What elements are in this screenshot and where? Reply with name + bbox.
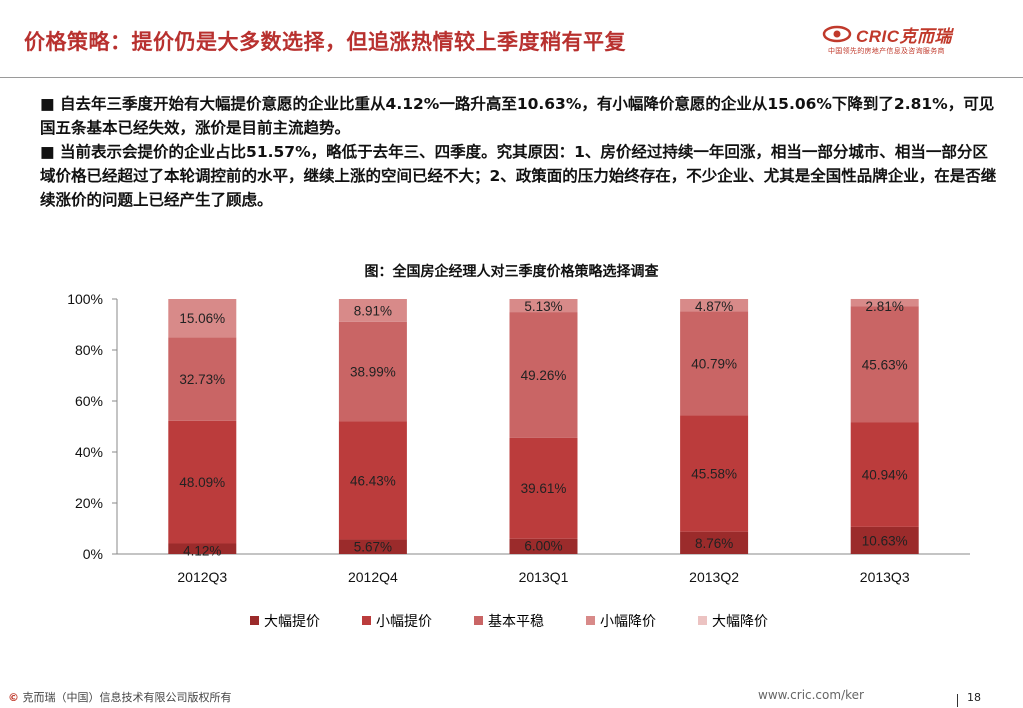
legend-item: 小幅降价 bbox=[586, 611, 656, 631]
bar-segment bbox=[509, 312, 578, 438]
bar-segment bbox=[338, 321, 407, 422]
data-label: 32.73% bbox=[179, 372, 225, 387]
data-label: 38.99% bbox=[350, 364, 396, 379]
logo-text: CRIC克而瑞 bbox=[856, 27, 953, 46]
bar-segment bbox=[680, 311, 749, 416]
stacked-bar-chart: 0% 20% 40% 60% 80% 100% 4.12% 48.09% 32.73% 15.06… bbox=[67, 291, 970, 585]
bar-segment bbox=[338, 421, 407, 540]
legend-label: 大幅降价 bbox=[712, 614, 768, 630]
chart-title: 图：全国房企经理人对三季度价格策略选择调查 bbox=[364, 264, 659, 280]
y-tick-label: 100% bbox=[67, 291, 103, 307]
legend-item: 大幅提价 bbox=[250, 611, 320, 631]
bar-segment bbox=[509, 299, 578, 313]
bar-segment bbox=[168, 543, 237, 554]
x-tick-label: 2013Q2 bbox=[689, 569, 739, 585]
data-label: 5.13% bbox=[524, 299, 562, 314]
data-label: 39.61% bbox=[521, 481, 567, 496]
page-number: 18 bbox=[967, 691, 981, 704]
legend-label: 基本平稳 bbox=[488, 614, 544, 630]
x-tick-label: 2012Q4 bbox=[348, 569, 398, 585]
data-label: 8.76% bbox=[695, 536, 733, 551]
legend-swatch bbox=[698, 616, 707, 625]
y-tick-label: 20% bbox=[75, 495, 103, 511]
x-tick-label: 2013Q1 bbox=[519, 569, 569, 585]
company-logo: CRIC克而瑞 中国领先的房地产信息及咨询服务商 bbox=[822, 22, 1002, 62]
bar-segment bbox=[509, 437, 578, 539]
legend-label: 小幅提价 bbox=[376, 614, 432, 630]
logo-subtitle: 中国领先的房地产信息及咨询服务商 bbox=[828, 47, 945, 55]
y-tick-label: 80% bbox=[75, 342, 103, 358]
legend-swatch bbox=[362, 616, 371, 625]
bar-segment bbox=[680, 531, 749, 554]
page-title: 价格策略：提价仍是大多数选择，但追涨热情较上季度稍有平复 bbox=[24, 30, 626, 54]
bar-segment bbox=[168, 299, 237, 338]
summary-paragraph-2: ■ 当前表示会提价的企业占比51.57%，略低于去年三、四季度。究其原因：1、房… bbox=[40, 143, 997, 209]
data-label: 46.43% bbox=[350, 473, 396, 488]
data-label: 40.79% bbox=[691, 356, 737, 371]
legend-item: 小幅提价 bbox=[362, 611, 432, 631]
data-label: 45.58% bbox=[691, 467, 737, 482]
footer-divider bbox=[957, 694, 958, 707]
copyright-text: 克而瑞（中国）信息技术有限公司版权所有 bbox=[19, 691, 232, 704]
y-tick-label: 60% bbox=[75, 393, 103, 409]
header-divider bbox=[0, 77, 1023, 78]
bar-segment bbox=[509, 538, 578, 554]
data-label: 2.81% bbox=[866, 299, 904, 314]
data-label: 8.91% bbox=[354, 303, 392, 318]
legend-swatch bbox=[586, 616, 595, 625]
x-tick-label: 2012Q3 bbox=[177, 569, 227, 585]
legend-label: 小幅降价 bbox=[600, 614, 656, 630]
bar-segment bbox=[338, 539, 407, 554]
footer-copyright: © 克而瑞（中国）信息技术有限公司版权所有 bbox=[8, 689, 232, 705]
bar-segment bbox=[168, 337, 237, 421]
data-label: 48.09% bbox=[179, 475, 225, 490]
eye-logo-icon bbox=[822, 25, 852, 43]
data-label: 10.63% bbox=[862, 533, 908, 548]
chart-legend: 大幅提价 小幅提价 基本平稳 小幅降价 大幅降价 bbox=[0, 611, 1023, 631]
data-label: 6.00% bbox=[524, 539, 562, 554]
data-label: 4.12% bbox=[183, 543, 221, 558]
bar-segment bbox=[680, 415, 749, 532]
data-label: 15.06% bbox=[179, 311, 225, 326]
bar-segment bbox=[850, 526, 919, 554]
summary-text: ■ 自去年三季度开始有大幅提价意愿的企业比重从4.12%一路升高至10.63%，… bbox=[40, 92, 1000, 212]
bar-segment bbox=[850, 422, 919, 527]
data-label: 49.26% bbox=[521, 368, 567, 383]
data-label: 45.63% bbox=[862, 357, 908, 372]
bar-segment bbox=[680, 299, 749, 312]
legend-label: 大幅提价 bbox=[264, 614, 320, 630]
bar-segment bbox=[168, 420, 237, 544]
legend-swatch bbox=[250, 616, 259, 625]
bar-segment bbox=[850, 306, 919, 423]
summary-paragraph-1: ■ 自去年三季度开始有大幅提价意愿的企业比重从4.12%一路升高至10.63%，… bbox=[40, 95, 995, 137]
legend-item: 大幅降价 bbox=[698, 611, 768, 631]
bar-segment bbox=[338, 299, 407, 322]
data-label: 4.87% bbox=[695, 299, 733, 314]
bar-segment bbox=[850, 298, 919, 307]
footer-url[interactable]: www.cric.com/ker bbox=[758, 688, 864, 702]
legend-item: 基本平稳 bbox=[474, 611, 544, 631]
copyright-symbol: © bbox=[8, 691, 19, 704]
x-tick-label: 2013Q3 bbox=[860, 569, 910, 585]
legend-swatch bbox=[474, 616, 483, 625]
data-label: 40.94% bbox=[862, 468, 908, 483]
data-label: 5.67% bbox=[354, 540, 392, 555]
y-tick-label: 0% bbox=[83, 546, 103, 562]
y-tick-label: 40% bbox=[75, 444, 103, 460]
